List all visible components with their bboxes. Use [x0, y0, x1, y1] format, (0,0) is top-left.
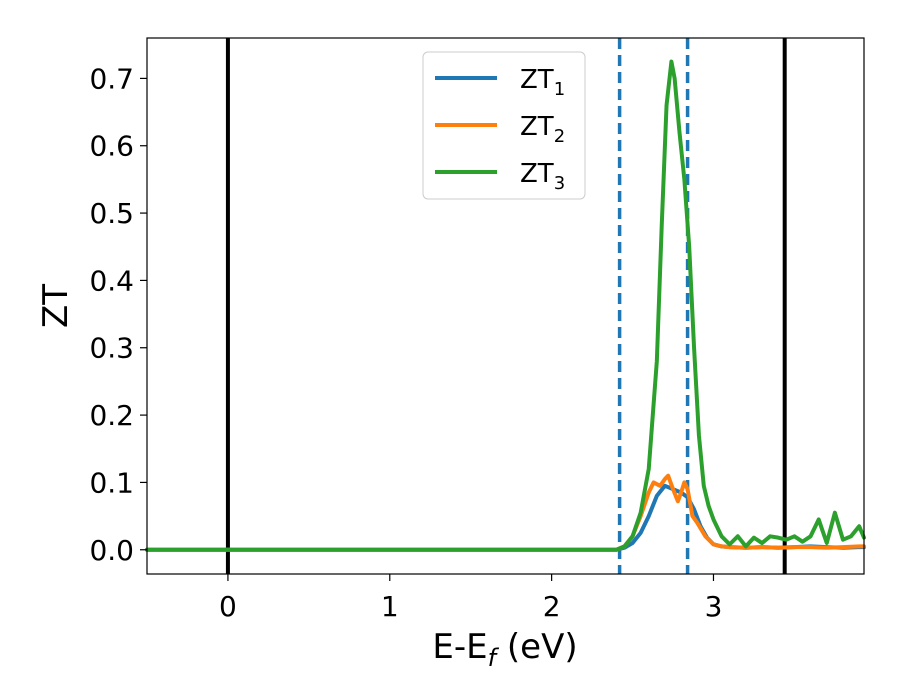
y-axis-ticks: 0.0 0.1 0.2 0.3 0.4 0.5 0.6 0.7	[89, 62, 147, 567]
x-tick-label: 2	[543, 590, 561, 623]
y-axis-title: ZT	[36, 284, 76, 328]
x-axis-ticks: 0 1 2 3	[219, 574, 722, 623]
y-tick-label: 0.2	[89, 399, 134, 432]
series-line-zt3	[145, 59, 866, 552]
y-tick-label: 0.5	[89, 197, 134, 230]
y-tick-label: 0.3	[89, 332, 134, 365]
x-axis-title: E-Ef (eV)	[432, 627, 577, 672]
y-tick-label: 0.0	[89, 534, 134, 567]
x-tick-label: 0	[219, 590, 237, 623]
series-lines	[145, 59, 866, 552]
y-tick-label: 0.6	[89, 130, 134, 163]
series-line-zt2	[145, 473, 866, 552]
y-tick-label: 0.1	[89, 466, 134, 499]
axes-frame	[146, 37, 865, 575]
plot-area	[145, 37, 866, 575]
legend-label-zt2: ZT2	[520, 112, 565, 147]
x-tick-label: 1	[381, 590, 399, 623]
y-tick-label: 0.4	[89, 264, 134, 297]
y-tick-label: 0.7	[89, 62, 134, 95]
legend-label-zt1: ZT1	[520, 65, 565, 100]
x-tick-label: 3	[705, 590, 723, 623]
legend: ZT1 ZT2 ZT3	[422, 51, 586, 200]
legend-label-zt3: ZT3	[520, 159, 565, 194]
legend-frame	[422, 51, 586, 200]
